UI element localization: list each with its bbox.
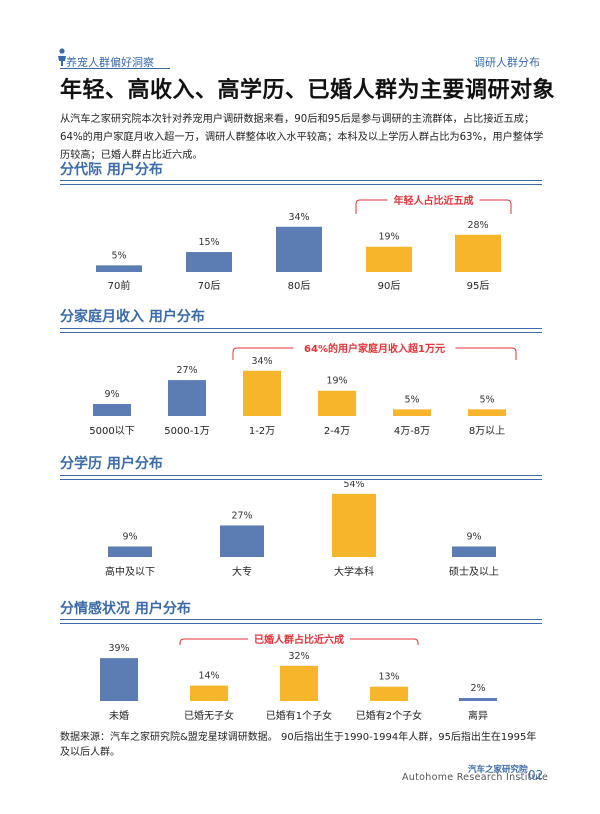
category-label: 90后 (378, 280, 401, 292)
bar-大学本科 (332, 493, 376, 557)
value-label: 2% (470, 683, 485, 694)
section-divider (60, 479, 542, 480)
page-number: 02 (528, 768, 544, 782)
category-label: 未婚 (109, 709, 129, 722)
category-label: 硕士及以上 (449, 565, 499, 578)
section-title-marital: 分情感状况 用户分布 (60, 601, 191, 617)
category-label: 8万以上 (469, 425, 505, 437)
value-label: 39% (108, 643, 129, 654)
bar-硕士及以上 (452, 546, 496, 557)
bar-70前 (96, 265, 142, 272)
bar-8万以上 (468, 409, 506, 416)
bar-大专 (220, 525, 264, 557)
category-label: 大学本科 (334, 565, 374, 578)
bar-70后 (186, 252, 232, 272)
category-label: 95后 (467, 280, 490, 292)
bar-5000-1万 (168, 380, 206, 416)
section-divider (60, 328, 542, 329)
intro-paragraph: 从汽车之家研究院本次针对养宠用户调研数据来看，90后和95后是参与调研的主流群体… (60, 114, 544, 161)
category-label: 已婚无子女 (184, 709, 234, 722)
category-label: 已婚有1个子女 (266, 709, 332, 722)
annotation-bg (387, 193, 480, 206)
chart-income: 9% 5000以下 27% 5000-1万 34% 1-2万 19% 2-4万 5% 4万-8万 5… (89, 341, 517, 437)
bar-已婚有1个子女 (280, 665, 318, 701)
value-label: 27% (231, 510, 252, 521)
value-label: 9% (466, 531, 481, 542)
value-label: 34% (288, 212, 309, 223)
category-label: 5000-1万 (164, 426, 209, 437)
chart-marital: 39% 未婚 14% 已婚无子女 32% 已婚有1个子女 13% 已婚有2个子女 2% 离异 已婚人… (100, 632, 497, 722)
section-divider (60, 180, 542, 181)
category-label: 80后 (288, 280, 311, 292)
bar-2-4万 (318, 390, 356, 416)
value-label: 32% (288, 651, 309, 662)
header-left-label: 养宠人群偏好洞察 (66, 56, 154, 69)
value-label: 5% (111, 250, 126, 261)
section-divider (60, 619, 542, 620)
bar-高中及以下 (108, 546, 152, 557)
section-divider (60, 184, 542, 185)
bar-已婚无子女 (190, 685, 228, 701)
section-title-income: 分家庭月收入 用户分布 (60, 309, 205, 325)
category-label: 2-4万 (324, 426, 350, 437)
category-label: 高中及以下 (105, 565, 155, 578)
annotation-text: 年轻人占比近五成 (394, 194, 474, 207)
value-label: 5% (404, 394, 419, 405)
annotation-text: 已婚人群占比近六成 (254, 633, 344, 646)
value-label: 15% (198, 237, 219, 248)
category-label: 70前 (108, 279, 131, 292)
header-right-label: 调研人群分布 (474, 56, 540, 69)
value-label: 27% (176, 365, 197, 376)
category-label: 70后 (198, 280, 221, 292)
section-title-education: 分学历 用户分布 (60, 456, 163, 472)
value-label: 54% (343, 481, 364, 490)
value-label: 9% (104, 389, 119, 400)
value-label: 13% (378, 672, 399, 683)
person-icon (58, 48, 66, 66)
logo-cn: 汽车之家研究院 (468, 765, 528, 775)
section-divider (60, 623, 542, 624)
category-label: 已婚有2个子女 (356, 709, 422, 722)
bar-1-2万 (243, 370, 281, 416)
chart-generation: 5% 70前 15% 70后 34% 80后 19% 90后 28% 95后 年轻人占比近五成 (96, 193, 512, 292)
value-label: 19% (378, 232, 399, 243)
value-label: 19% (326, 376, 347, 387)
bar-已婚有2个子女 (370, 686, 408, 701)
value-label: 5% (479, 394, 494, 405)
section-divider (60, 475, 542, 476)
bar-95后 (455, 234, 501, 272)
category-label: 1-2万 (249, 426, 275, 437)
data-source-note: 数据来源：汽车之家研究院&盟宠星球调研数据。 90后指出生于1990-1994年… (60, 732, 537, 758)
logo-en: Autohome Research Institute (402, 772, 549, 783)
value-label: 14% (198, 671, 219, 682)
bar-90后 (366, 246, 412, 272)
value-label: 28% (467, 220, 488, 231)
category-label: 5000以下 (89, 426, 134, 437)
section-title-generation: 分代际 用户分布 (60, 162, 163, 178)
chart-education: 9% 高中及以下 27% 大专 54% 大学本科 9% 硕士及以上 (105, 481, 499, 578)
slash-mark (519, 766, 529, 780)
annotation-bg (293, 341, 456, 354)
bar-80后 (276, 226, 322, 272)
annotation-bg (248, 632, 350, 645)
category-label: 离异 (468, 709, 488, 722)
annotation-text: 64%的用户家庭月收入超1万元 (304, 342, 445, 355)
value-label: 34% (251, 356, 272, 367)
page-title: 年轻、高收入、高学历、已婚人群为主要调研对象 (60, 78, 556, 103)
bar-离异 (459, 698, 497, 701)
bar-4万-8万 (393, 409, 431, 416)
bar-未婚 (100, 658, 138, 701)
bar-5000以下 (93, 404, 131, 416)
value-label: 9% (122, 531, 137, 542)
section-divider (60, 332, 542, 333)
category-label: 大专 (232, 565, 252, 578)
category-label: 4万-8万 (394, 426, 430, 437)
header-underline (60, 68, 170, 69)
